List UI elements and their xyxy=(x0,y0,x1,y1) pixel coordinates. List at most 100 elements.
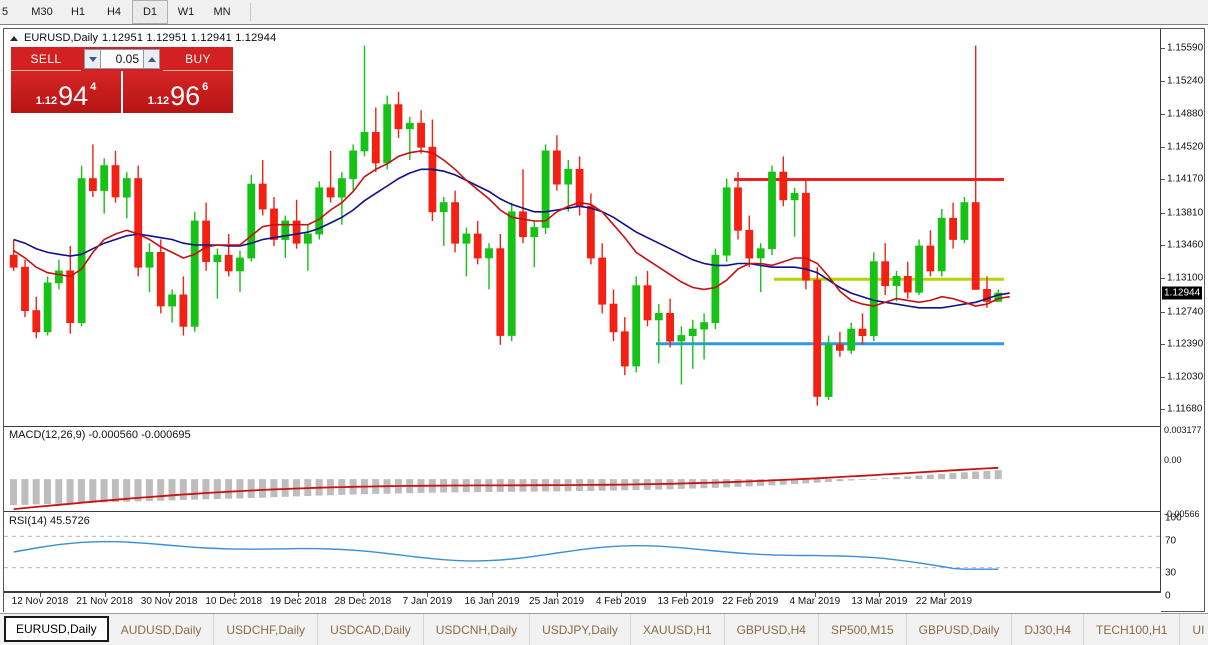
timeframe-m30[interactable]: M30 xyxy=(31,6,53,18)
date-axis-label: 16 Jan 2019 xyxy=(464,596,520,607)
chart-tab-gbpusd-daily[interactable]: GBPUSD,Daily xyxy=(907,614,1013,645)
candle-body xyxy=(247,183,256,259)
macd-histogram-bar xyxy=(213,479,221,499)
candle-body xyxy=(734,187,742,231)
candle-body xyxy=(394,104,403,130)
candle-body xyxy=(519,211,527,238)
macd-histogram-bar xyxy=(881,478,889,480)
candle-body xyxy=(677,335,686,342)
rsi-pane[interactable]: RSI(14) 45.5726 xyxy=(4,513,1161,592)
macd-histogram-bar xyxy=(802,479,810,484)
timeframe-d1[interactable]: D1 xyxy=(132,0,168,24)
timeframe-mn[interactable]: MN xyxy=(213,6,231,18)
volume-stepper[interactable]: 0.05 xyxy=(81,47,163,71)
date-axis-tick xyxy=(621,593,623,597)
candle-body xyxy=(813,279,822,397)
date-axis-tick xyxy=(104,593,106,597)
macd-scale-label: -0.00566 xyxy=(1164,509,1200,519)
collapse-triangle-icon[interactable] xyxy=(10,35,18,41)
macd-histogram-bar xyxy=(892,477,900,480)
chart-tab-usdjpy-daily[interactable]: USDJPY,Daily xyxy=(530,614,631,645)
price-scale-label: 1.13810 xyxy=(1167,207,1204,219)
chart-symbol-header: EURUSD,Daily 1.12951 1.12951 1.12941 1.1… xyxy=(10,31,276,45)
macd-histogram-bar xyxy=(32,479,40,505)
caret-down-icon xyxy=(88,56,97,62)
candle-body xyxy=(983,288,991,302)
candle-body xyxy=(553,150,561,185)
chart-tab-xauusd-h1[interactable]: XAUUSD,H1 xyxy=(631,614,725,645)
rsi-scale-label: 30 xyxy=(1165,567,1177,579)
candle-body xyxy=(485,248,493,259)
date-axis: 12 Nov 2018 21 Nov 2018 30 Nov 2018 10 Dec … xyxy=(4,592,1161,612)
chart-tab-tech100-h1[interactable]: TECH100,H1 xyxy=(1084,614,1181,645)
date-axis-label: 30 Nov 2018 xyxy=(140,596,198,607)
price-scale-tick xyxy=(1161,80,1165,82)
buy-button[interactable]: BUY xyxy=(163,47,233,71)
candle-body xyxy=(598,257,607,305)
price-scale-tick xyxy=(1161,311,1165,313)
chart-tab-ui[interactable]: UI xyxy=(1180,614,1208,645)
timeframe-buttons: 5 M30 H1 H4 D1 W1 MN xyxy=(0,0,257,24)
volume-decrease-button[interactable] xyxy=(84,49,101,69)
price-scale-label: 1.14520 xyxy=(1167,141,1204,153)
sell-button[interactable]: SELL xyxy=(11,47,81,71)
macd-histogram-bar xyxy=(949,473,957,480)
price-scale-tick xyxy=(1161,343,1165,345)
macd-histogram-bar xyxy=(168,479,176,501)
price-pane[interactable] xyxy=(4,29,1161,427)
chart-tab-sp500-m15[interactable]: SP500,M15 xyxy=(819,614,907,645)
chart-symbol-period: EURUSD,Daily xyxy=(24,32,98,44)
candle-body xyxy=(496,248,505,336)
macd-histogram-bar xyxy=(55,479,63,504)
macd-histogram-bar xyxy=(77,479,85,503)
volume-increase-button[interactable] xyxy=(143,49,160,69)
candle-body xyxy=(756,248,765,259)
buy-price-main: 96 xyxy=(170,81,201,111)
timeframe-5[interactable]: 5 xyxy=(2,6,9,18)
date-axis-label: 10 Dec 2018 xyxy=(205,596,263,607)
chart-tab-usdchf-daily[interactable]: USDCHF,Daily xyxy=(214,614,319,645)
macd-histogram-bar xyxy=(915,475,923,480)
candle-body xyxy=(903,275,912,293)
macd-pane[interactable]: MACD(12,26,9) -0.000560 -0.000695 xyxy=(4,427,1161,512)
volume-input[interactable]: 0.05 xyxy=(101,49,143,69)
macd-scale-label: 0.003177 xyxy=(1164,425,1202,435)
candle-body xyxy=(790,192,799,201)
chart-ohlc-values: 1.12951 1.12951 1.12941 1.12944 xyxy=(101,32,277,44)
octp-price-row: 1.12 94 4 1.12 96 6 xyxy=(11,71,233,113)
chart-tab-usdcnh-daily[interactable]: USDCNH,Daily xyxy=(424,614,531,645)
candle-body xyxy=(587,205,595,259)
one-click-trading-panel[interactable]: SELL 0.05 BUY 1.12 94 4 1.12 96 6 xyxy=(11,47,233,113)
candle-body xyxy=(258,183,267,210)
chart-tab-gbpusd-h4[interactable]: GBPUSD,H4 xyxy=(725,614,819,645)
price-scale-tick xyxy=(1161,212,1165,214)
price-scale[interactable]: 1.15590 1.15240 1.14880 1.14520 1.14170 1.138… xyxy=(1160,29,1204,611)
buy-price-button[interactable]: 1.12 96 6 xyxy=(123,71,233,113)
macd-histogram-bar xyxy=(202,479,210,500)
price-scale-label: 1.11680 xyxy=(1167,403,1203,415)
candle-body xyxy=(915,245,923,293)
chart-tab-usdcad-daily[interactable]: USDCAD,Daily xyxy=(318,614,424,645)
timeframe-w1[interactable]: W1 xyxy=(177,6,195,18)
candle-body xyxy=(507,211,516,336)
macd-histogram-bar xyxy=(824,479,832,482)
sell-price-main: 94 xyxy=(58,81,89,111)
candle-body xyxy=(620,331,629,367)
candle-body xyxy=(405,122,414,130)
candle-body xyxy=(666,312,674,342)
candle-body xyxy=(224,254,233,272)
price-scale-label: 1.12740 xyxy=(1167,306,1204,318)
chart-tab-dj30-h4[interactable]: DJ30,H4 xyxy=(1012,614,1085,645)
chart-tab-eurusd-daily[interactable]: EURUSD,Daily xyxy=(4,616,109,642)
octp-top-row: SELL 0.05 BUY xyxy=(11,47,233,71)
macd-histogram-bar xyxy=(723,479,731,488)
macd-histogram-bar xyxy=(100,479,108,503)
timeframe-toolbar: 5 M30 H1 H4 D1 W1 MN xyxy=(0,0,1208,25)
chart-tab-audusd-daily[interactable]: AUDUSD,Daily xyxy=(109,614,215,645)
sell-price-button[interactable]: 1.12 94 4 xyxy=(11,71,121,113)
price-scale-label: 1.12390 xyxy=(1167,338,1204,350)
timeframe-h4[interactable]: H4 xyxy=(106,6,122,18)
timeframe-h1[interactable]: H1 xyxy=(70,6,86,18)
macd-histogram-bar xyxy=(123,479,131,502)
